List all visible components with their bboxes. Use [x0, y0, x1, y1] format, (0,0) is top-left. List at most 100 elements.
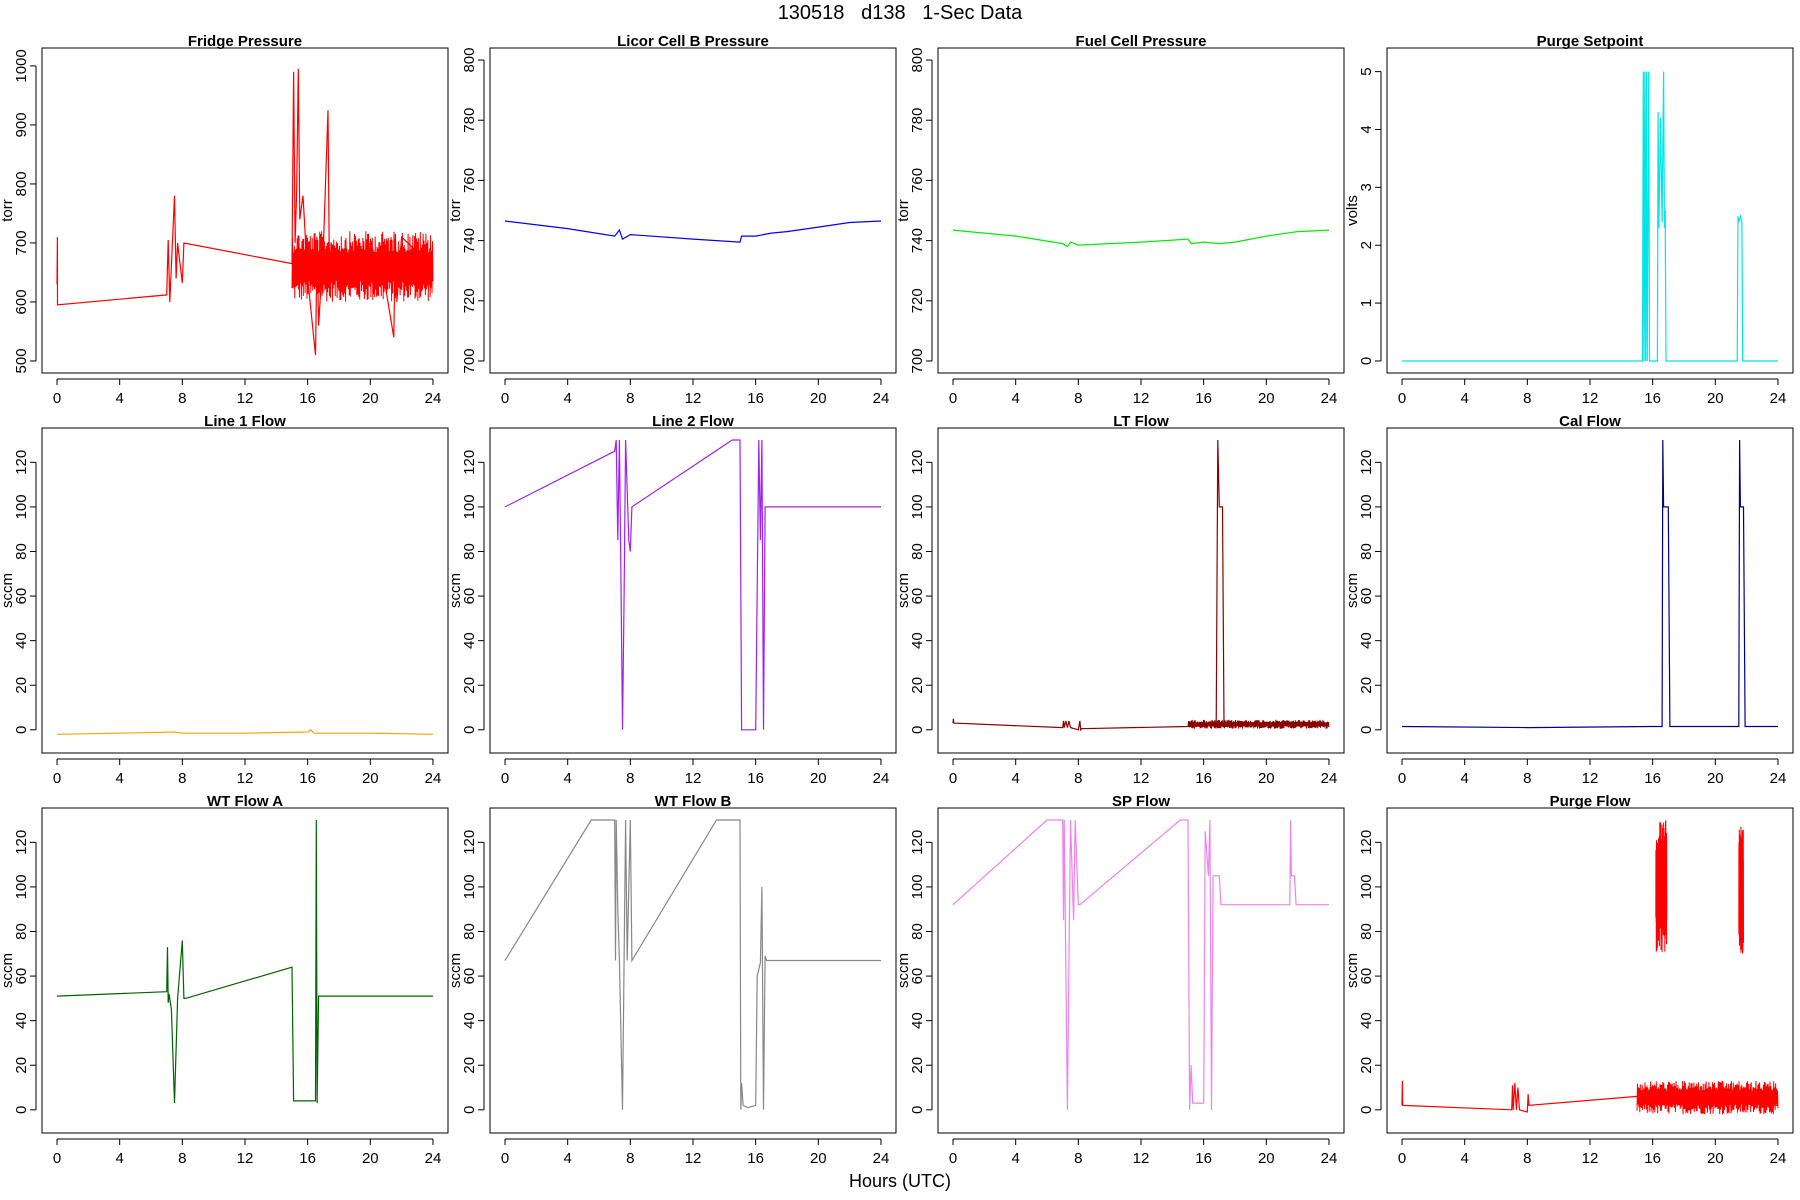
panel-sp-flow: SP Flow sccm 0 4 8 12 16 20 24 0 20 40 60 80 100 120	[895, 793, 1345, 1167]
plot-frame	[41, 807, 449, 1134]
y-tick-label: 3	[1358, 183, 1375, 191]
plot-frame	[41, 47, 449, 374]
series-purge-flow	[1401, 820, 1779, 1115]
x-tick-label: 16	[747, 1150, 764, 1167]
y-tick-label: 80	[1358, 543, 1375, 560]
x-axis: 0 4 8 12 16 20 24	[949, 758, 1338, 787]
panel-purge-flow: Purge Flow sccm 0 4 8 12 16 20 24 0 20 40 60 80 100 120	[1344, 793, 1794, 1167]
series-sp-flow	[952, 819, 1329, 1110]
panel-title: WT Flow A	[207, 793, 283, 810]
y-tick-label: 720	[461, 288, 478, 313]
y-tick-label: 0	[461, 726, 478, 734]
y-axis: 0 20 40 60 80 100 120	[909, 830, 933, 1114]
y-axis-label: torr	[895, 199, 912, 222]
x-tick-label: 24	[425, 1150, 442, 1167]
x-tick-label: 8	[178, 770, 186, 787]
series-line-2-flow	[504, 439, 881, 731]
y-tick-label: 0	[13, 1106, 30, 1114]
x-tick-label: 4	[116, 1150, 124, 1167]
y-axis: 0 20 40 60 80 100 120	[1358, 450, 1382, 734]
x-tick-label: 16	[1644, 390, 1661, 407]
y-tick-label: 2	[1358, 241, 1375, 249]
y-tick-label: 120	[909, 450, 926, 475]
y-axis: 0 20 40 60 80 100 120	[461, 830, 485, 1114]
y-axis: 500 600 700 800 900 1000	[13, 49, 37, 373]
x-tick-label: 0	[53, 1150, 61, 1167]
series-line	[56, 819, 433, 1104]
y-axis-label: sccm	[0, 573, 16, 608]
x-tick-label: 8	[1523, 390, 1531, 407]
x-tick-label: 8	[626, 770, 634, 787]
series-band	[1636, 1080, 1779, 1115]
x-tick-label: 4	[116, 390, 124, 407]
y-tick-label: 40	[909, 1012, 926, 1029]
plot-frame	[489, 47, 897, 374]
x-tick-label: 16	[747, 390, 764, 407]
y-tick-label: 20	[909, 677, 926, 694]
x-tick-label: 8	[626, 1150, 634, 1167]
y-tick-label: 800	[13, 171, 30, 196]
plot-frame	[937, 427, 1345, 754]
y-tick-label: 0	[13, 726, 30, 734]
x-tick-label: 12	[1133, 770, 1150, 787]
y-tick-label: 100	[13, 494, 30, 519]
series-line	[1402, 71, 1778, 362]
plot-frame	[1386, 427, 1794, 754]
series-line	[952, 439, 1329, 732]
x-axis: 0 4 8 12 16 20 24	[501, 378, 889, 407]
panel-title: Line 1 Flow	[204, 413, 286, 430]
x-tick-label: 20	[1258, 390, 1275, 407]
x-tick-label: 20	[362, 390, 379, 407]
y-axis: 700 720 740 760 780 800	[461, 48, 485, 373]
x-tick-label: 0	[949, 770, 957, 787]
x-tick-label: 4	[564, 390, 572, 407]
y-axis: 0 20 40 60 80 100 120	[13, 830, 37, 1114]
y-tick-label: 120	[1358, 830, 1375, 855]
x-tick-label: 16	[1195, 390, 1212, 407]
y-tick-label: 20	[13, 677, 30, 694]
y-tick-label: 1000	[13, 49, 30, 82]
y-tick-label: 780	[909, 108, 926, 133]
x-tick-label: 20	[810, 390, 827, 407]
y-tick-label: 0	[1358, 726, 1375, 734]
y-tick-label: 60	[461, 968, 478, 985]
y-tick-label: 60	[1358, 968, 1375, 985]
y-tick-label: 120	[13, 830, 30, 855]
x-tick-label: 4	[1012, 1150, 1020, 1167]
x-tick-label: 8	[1523, 1150, 1531, 1167]
y-tick-label: 780	[461, 108, 478, 133]
y-tick-label: 500	[13, 348, 30, 373]
y-tick-label: 120	[13, 450, 30, 475]
x-tick-label: 0	[501, 390, 509, 407]
figure-title: 130518 d138 1-Sec Data	[778, 2, 1023, 24]
y-axis: 0 1 2 3 4 5	[1358, 67, 1382, 365]
y-tick-label: 120	[461, 450, 478, 475]
x-tick-label: 4	[1461, 390, 1469, 407]
x-tick-label: 24	[425, 770, 442, 787]
x-tick-label: 4	[1461, 770, 1469, 787]
y-tick-label: 100	[1358, 874, 1375, 899]
y-axis-label: sccm	[0, 953, 16, 988]
series-line	[504, 819, 881, 1110]
x-tick-label: 4	[564, 770, 572, 787]
x-tick-label: 24	[1321, 770, 1338, 787]
y-tick-label: 100	[13, 874, 30, 899]
x-tick-label: 12	[1133, 1150, 1150, 1167]
y-tick-label: 100	[461, 874, 478, 899]
x-axis: 0 4 8 12 16 20 24	[53, 378, 441, 407]
plot-frame	[489, 807, 897, 1134]
x-tick-label: 12	[685, 390, 702, 407]
x-axis: 0 4 8 12 16 20 24	[949, 1138, 1337, 1167]
x-tick-label: 16	[1644, 1150, 1661, 1167]
panel-lt-flow: LT Flow sccm 0 4 8 12 16 20 24 0 20 40 60 80 100 120	[895, 413, 1345, 787]
x-tick-label: 4	[1012, 390, 1020, 407]
y-tick-label: 0	[461, 1106, 478, 1114]
plot-frame	[41, 427, 449, 754]
panel-line-1-flow: Line 1 Flow sccm 0 4 8 12 16 20 24 0 20 40 60 80 100 12…	[0, 413, 449, 787]
x-tick-label: 4	[1461, 1150, 1469, 1167]
x-tick-label: 8	[1523, 770, 1531, 787]
series-band	[1655, 820, 1668, 953]
y-axis-label: torr	[0, 199, 16, 222]
